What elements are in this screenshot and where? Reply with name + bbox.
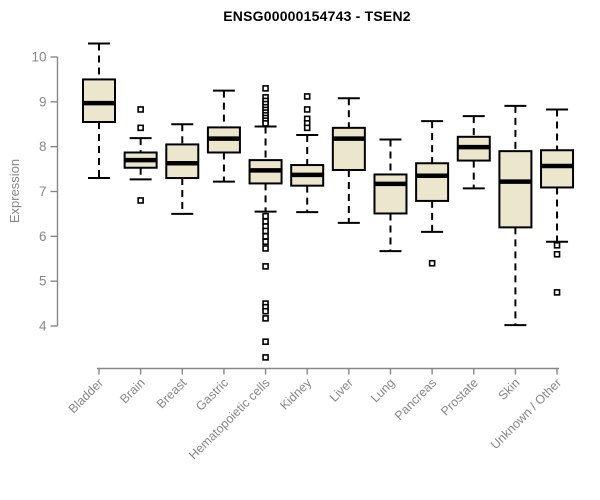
x-tick-label: Unknown / Other — [488, 376, 564, 452]
outlier-brain — [137, 124, 144, 132]
y-tick-label: 10 — [31, 50, 46, 65]
box-lung — [373, 173, 408, 215]
outlier-hematopoietic-cells — [262, 238, 269, 246]
y-tick-label: 9 — [39, 94, 47, 109]
outlier-unknown-other — [553, 289, 561, 296]
outlier-hematopoietic-cells — [262, 263, 269, 270]
x-tick-label: Prostate — [438, 376, 481, 419]
outlier-brain — [137, 197, 144, 204]
y-tick-label: 5 — [39, 274, 47, 289]
x-tick-label: Kidney — [277, 375, 314, 412]
y-tick-label: 4 — [39, 318, 47, 333]
x-tick-label: Brain — [117, 376, 148, 407]
outlier-kidney — [303, 124, 311, 132]
y-tick-label: 6 — [39, 229, 47, 244]
outlier-kidney — [303, 93, 311, 100]
chart-title: ENSG00000154743 - TSEN2 — [223, 8, 411, 24]
box-liver — [331, 126, 366, 171]
box-skin — [498, 150, 533, 229]
y-axis-label: Expression — [7, 158, 22, 224]
outlier-hematopoietic-cells — [262, 307, 269, 315]
outlier-unknown-other — [553, 250, 561, 258]
outlier-brain — [137, 106, 144, 113]
y-tick-label: 8 — [39, 139, 47, 154]
x-tick-label: Bladder — [66, 376, 106, 416]
outlier-hematopoietic-cells — [262, 354, 269, 361]
outlier-hematopoietic-cells — [262, 85, 269, 92]
outlier-hematopoietic-cells — [262, 315, 269, 322]
outlier-kidney — [303, 106, 311, 113]
y-tick-label: 7 — [39, 184, 47, 199]
box-unknown-other — [540, 149, 575, 189]
x-tick-label: Lung — [368, 376, 398, 406]
box-bladder — [82, 78, 116, 124]
x-tick-label: Pancreas — [392, 376, 439, 423]
outlier-hematopoietic-cells — [262, 233, 269, 240]
box-pancreas — [415, 162, 450, 202]
x-tick-label: Hematopoietic cells — [186, 376, 273, 463]
x-tick-label: Skin — [495, 376, 522, 403]
outlier-pancreas — [428, 259, 436, 267]
outlier-hematopoietic-cells — [262, 227, 269, 235]
x-tick-label: Breast — [154, 375, 190, 411]
x-tick-label: Gastric — [193, 376, 231, 414]
outlier-hematopoietic-cells — [262, 212, 269, 220]
outlier-unknown-other — [553, 241, 561, 249]
outlier-hematopoietic-cells — [262, 120, 269, 127]
outlier-hematopoietic-cells — [262, 338, 269, 345]
outlier-hematopoietic-cells — [262, 245, 269, 252]
x-tick-label: Liver — [327, 376, 356, 405]
